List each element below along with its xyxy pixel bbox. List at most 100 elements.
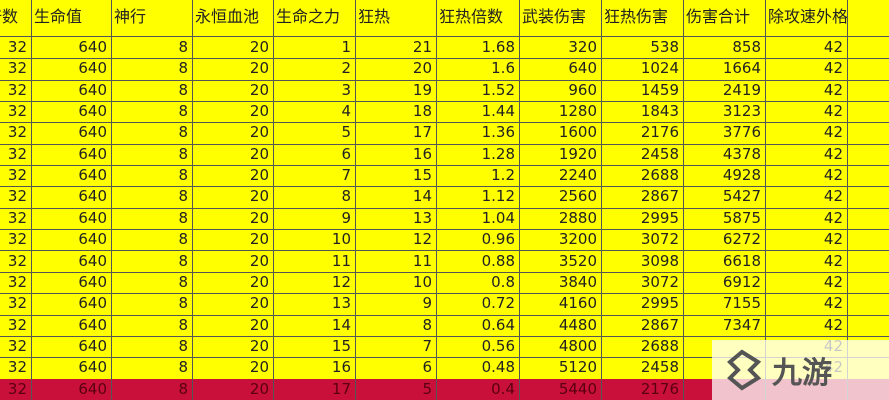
cell: 1.28: [437, 143, 520, 167]
cell: 2688: [602, 335, 684, 359]
cell: 20: [193, 378, 274, 400]
cell: 32: [0, 58, 32, 81]
cell: 640: [32, 101, 112, 124]
cell: 20: [193, 314, 274, 337]
cell: 6912: [684, 271, 766, 295]
cell: 8: [112, 335, 193, 359]
header-cell: 倍数: [0, 0, 32, 37]
cell: 42: [766, 250, 848, 273]
cell: 7: [274, 165, 356, 188]
header-cell: 狂热: [356, 0, 437, 37]
cell: 1.6: [437, 58, 520, 81]
cell: 20: [193, 250, 274, 273]
header-cell: 永恒血池: [193, 0, 274, 37]
cell: 3123: [684, 101, 766, 124]
cell: 32: [0, 37, 32, 60]
cell: 4378: [684, 143, 766, 167]
cell: 3072: [602, 271, 684, 295]
cell: 20: [193, 207, 274, 231]
cell: 640: [520, 58, 602, 81]
cell: 42: [766, 229, 848, 252]
cell: 8: [112, 101, 193, 124]
cell: 640: [32, 186, 112, 209]
cell: 11: [274, 250, 356, 273]
cell: 21: [356, 37, 437, 60]
cell: 2995: [602, 207, 684, 231]
cell: 32: [0, 271, 32, 295]
cell: 20: [193, 143, 274, 167]
cell: 32: [0, 314, 32, 337]
cell: 8: [112, 314, 193, 337]
cell: [848, 165, 889, 188]
cell: 1459: [602, 79, 684, 103]
cell: [848, 208, 889, 231]
cell: 2688: [602, 165, 684, 188]
cell: 3098: [602, 250, 684, 273]
cell: 3200: [520, 229, 602, 252]
cell: 1.36: [437, 122, 520, 145]
cell: 4800: [520, 335, 602, 359]
cell: 2458: [602, 357, 684, 380]
cell: 640: [32, 314, 112, 337]
cell: 538: [602, 37, 684, 60]
cell: 17: [356, 122, 437, 145]
cell: 5: [274, 122, 356, 145]
cell: 6272: [684, 229, 766, 252]
header-cell: 生命值: [32, 0, 112, 37]
cell: 32: [0, 101, 32, 124]
cell: 42: [766, 186, 848, 209]
cell: 5: [356, 378, 437, 400]
cell: 32: [0, 186, 32, 209]
cell: 20: [193, 79, 274, 103]
cell: [848, 122, 889, 145]
cell: 640: [32, 58, 112, 81]
header-cell: 神行: [112, 0, 193, 37]
cell: 2867: [602, 314, 684, 337]
cell: 32: [0, 335, 32, 359]
cell: 640: [32, 79, 112, 103]
cell: 2: [274, 58, 356, 81]
cell: 8: [112, 293, 193, 316]
cell: 640: [32, 378, 112, 400]
cell: 4480: [520, 314, 602, 337]
cell: [848, 272, 889, 295]
cell: 14: [356, 186, 437, 209]
cell: 3072: [602, 229, 684, 252]
cell: 0.56: [437, 335, 520, 359]
cell: 8: [112, 229, 193, 252]
cell: 20: [193, 37, 274, 60]
cell: 42: [766, 101, 848, 124]
cell: 6: [356, 357, 437, 380]
cell: 5427: [684, 186, 766, 209]
cell: 640: [32, 271, 112, 295]
cell: 2176: [602, 378, 684, 400]
cell: 42: [766, 37, 848, 60]
cell: 12: [356, 229, 437, 252]
cell: 8: [112, 37, 193, 60]
cell: 12: [274, 271, 356, 295]
cell: 0.96: [437, 229, 520, 252]
cell: 7: [356, 335, 437, 359]
cell: 32: [0, 143, 32, 167]
cell: 13: [356, 207, 437, 231]
cell: 32: [0, 165, 32, 188]
cell: 1024: [602, 58, 684, 81]
cell: 42: [766, 207, 848, 231]
cell: 2995: [602, 293, 684, 316]
cell: 0.88: [437, 250, 520, 273]
cell: 13: [274, 293, 356, 316]
header-cell: 狂热倍数: [437, 0, 520, 37]
cell: 8: [112, 143, 193, 167]
cell: 1.12: [437, 186, 520, 209]
cell: 17: [274, 378, 356, 400]
cell: 7155: [684, 293, 766, 316]
cell: 7347: [684, 314, 766, 337]
cell: 4: [274, 101, 356, 124]
cell: 6: [274, 143, 356, 167]
cell: 8: [112, 58, 193, 81]
cell: [848, 251, 889, 273]
cell: 1.2: [437, 165, 520, 188]
cell: 42: [766, 314, 848, 337]
